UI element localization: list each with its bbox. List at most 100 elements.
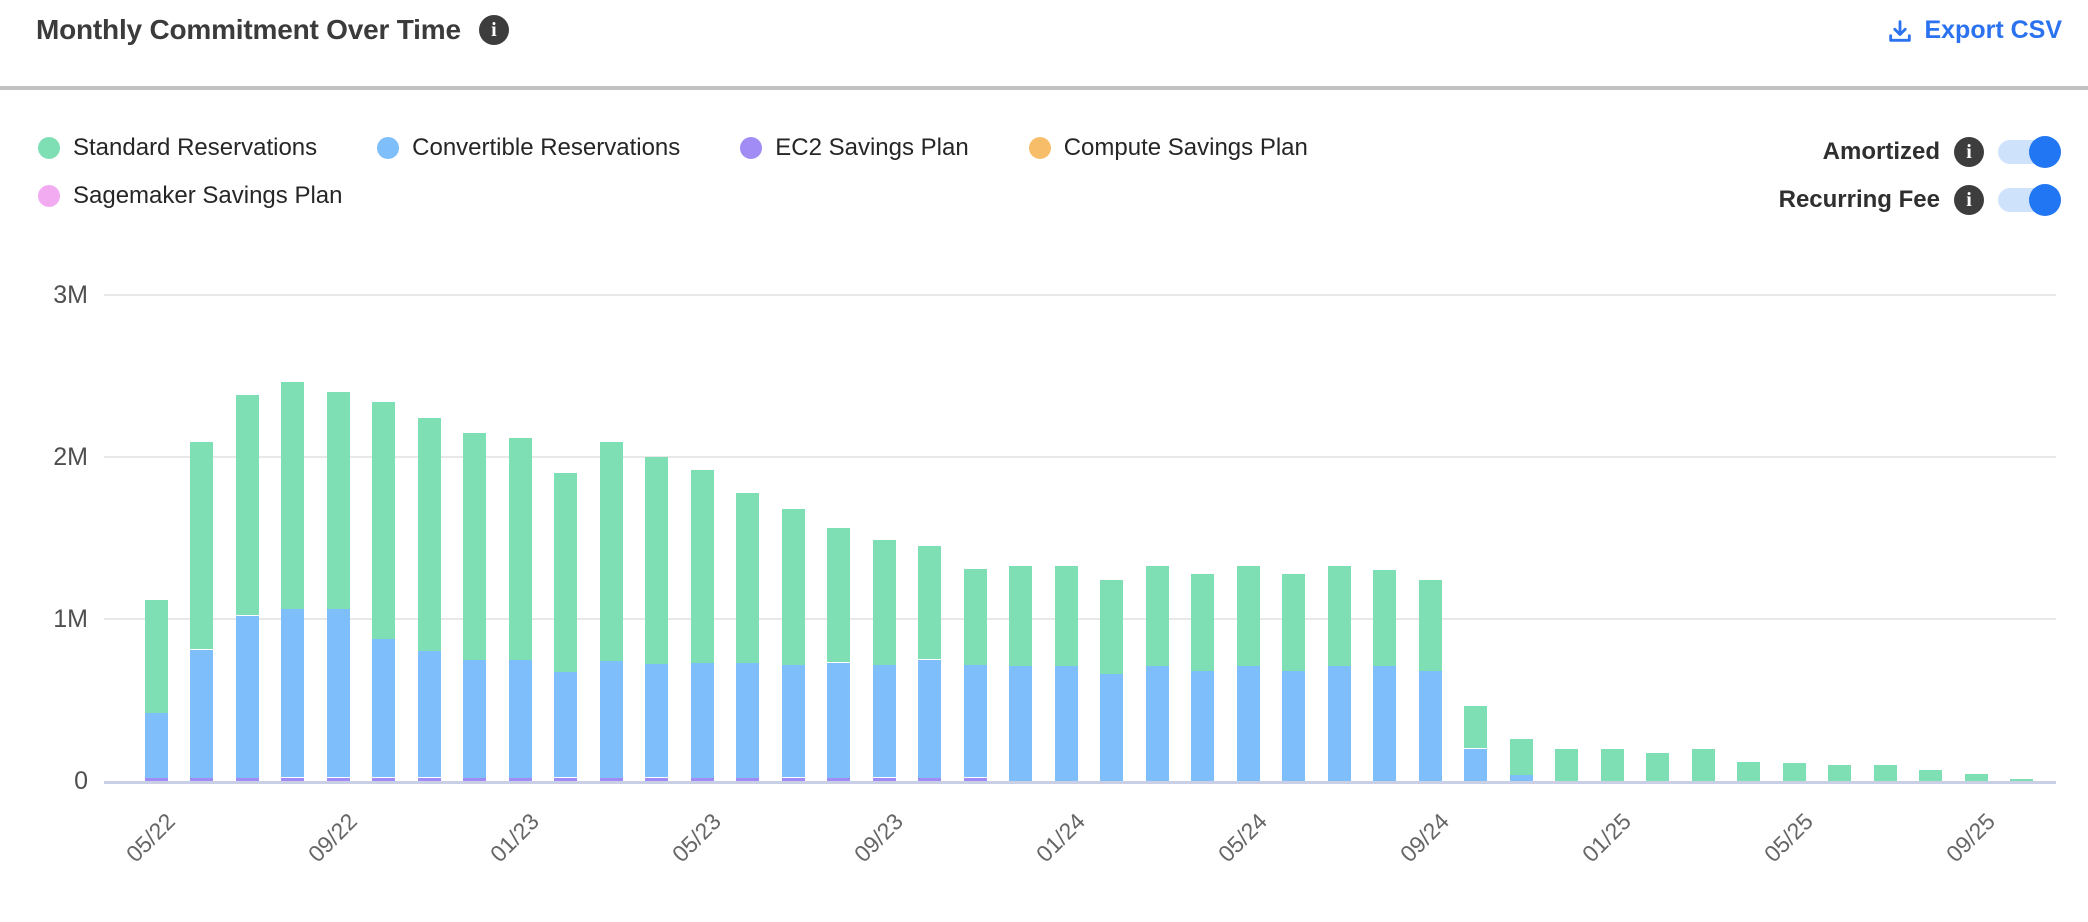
export-csv-button[interactable]: Export CSV [1886, 16, 2062, 45]
bar-segment[interactable] [1464, 706, 1487, 748]
bar-segment[interactable] [236, 616, 259, 778]
bar-segment[interactable] [873, 540, 896, 665]
bar-segment[interactable] [327, 392, 350, 609]
bar-segment[interactable] [873, 778, 896, 781]
legend-item-ec2-savings-plan[interactable]: EC2 Savings Plan [740, 134, 969, 162]
bar-segment[interactable] [1100, 674, 1123, 781]
bar-segment[interactable] [1373, 570, 1396, 666]
bar-segment[interactable] [691, 778, 714, 781]
bar-segment[interactable] [463, 778, 486, 781]
bar-segment[interactable] [1601, 749, 1624, 781]
bar-segment[interactable] [1009, 666, 1032, 781]
bar-segment[interactable] [554, 778, 577, 781]
bar-segment[interactable] [1146, 566, 1169, 666]
bar-segment[interactable] [236, 395, 259, 615]
legend-item-sagemaker-savings-plan[interactable]: Sagemaker Savings Plan [38, 182, 342, 210]
bar-segment[interactable] [782, 664, 805, 777]
recurring-fee-toggle[interactable] [1998, 184, 2061, 216]
bar-segment[interactable] [327, 609, 350, 777]
bar-segment[interactable] [1100, 580, 1123, 674]
bar-segment[interactable] [2010, 779, 2033, 781]
bar-segment[interactable] [554, 473, 577, 672]
bar-segment[interactable] [691, 470, 714, 663]
bar-segment[interactable] [600, 778, 623, 781]
bar-segment[interactable] [1146, 666, 1169, 781]
bar-segment[interactable] [964, 664, 987, 777]
bar-segment[interactable] [372, 638, 395, 777]
bar-segment[interactable] [281, 382, 304, 609]
bar-segment[interactable] [463, 433, 486, 660]
bar-segment[interactable] [372, 402, 395, 639]
bar-segment[interactable] [1510, 739, 1533, 775]
bar-segment[interactable] [918, 778, 941, 781]
bar-segment[interactable] [190, 778, 213, 781]
bar-segment[interactable] [645, 664, 668, 777]
bar-segment[interactable] [145, 600, 168, 713]
bar-segment[interactable] [736, 778, 759, 781]
amortized-toggle[interactable] [1998, 136, 2061, 168]
bar-segment[interactable] [645, 457, 668, 664]
bar-segment[interactable] [1328, 666, 1351, 781]
bar-segment[interactable] [418, 418, 441, 651]
recurring-fee-info-icon[interactable]: i [1954, 185, 1984, 215]
bar-segment[interactable] [145, 713, 168, 778]
bar-segment[interactable] [1191, 671, 1214, 781]
bar-segment[interactable] [645, 778, 668, 781]
bar-segment[interactable] [827, 528, 850, 662]
bar-segment[interactable] [509, 778, 532, 781]
bar-segment[interactable] [1555, 749, 1578, 781]
bar-segment[interactable] [1510, 775, 1533, 781]
title-info-icon[interactable]: i [478, 15, 509, 45]
bar-segment[interactable] [463, 660, 486, 778]
bar-segment[interactable] [1055, 666, 1078, 781]
bar-segment[interactable] [600, 661, 623, 778]
bar-segment[interactable] [190, 442, 213, 649]
bar-segment[interactable] [1237, 666, 1260, 781]
bar-segment[interactable] [1282, 574, 1305, 671]
bar-segment[interactable] [509, 660, 532, 778]
bar-segment[interactable] [190, 650, 213, 778]
bar-segment[interactable] [1328, 566, 1351, 666]
bar-segment[interactable] [509, 438, 532, 660]
bar-segment[interactable] [1783, 763, 1806, 781]
bar-segment[interactable] [236, 778, 259, 781]
bar-segment[interactable] [782, 509, 805, 665]
bar-segment[interactable] [1419, 671, 1442, 781]
bar-segment[interactable] [1055, 566, 1078, 666]
bar-segment[interactable] [1965, 774, 1988, 781]
bar-segment[interactable] [327, 778, 350, 781]
bar-segment[interactable] [1692, 749, 1715, 781]
bar-segment[interactable] [554, 672, 577, 777]
bar-segment[interactable] [372, 778, 395, 781]
legend-item-convertible-reservations[interactable]: Convertible Reservations [377, 134, 680, 162]
amortized-info-icon[interactable]: i [1954, 137, 1984, 167]
bar-segment[interactable] [1419, 580, 1442, 671]
bar-segment[interactable] [1874, 765, 1897, 781]
bar-segment[interactable] [918, 660, 941, 778]
bar-segment[interactable] [1282, 671, 1305, 781]
bar-segment[interactable] [736, 493, 759, 663]
bar-segment[interactable] [827, 663, 850, 778]
bar-segment[interactable] [964, 569, 987, 665]
bar-segment[interactable] [600, 442, 623, 661]
bar-segment[interactable] [281, 609, 304, 777]
bar-segment[interactable] [1373, 666, 1396, 781]
bar-segment[interactable] [1191, 574, 1214, 671]
bar-segment[interactable] [736, 663, 759, 778]
bar-segment[interactable] [418, 651, 441, 777]
bar-segment[interactable] [1919, 770, 1942, 781]
bar-segment[interactable] [1737, 762, 1760, 781]
legend-item-standard-reservations[interactable]: Standard Reservations [38, 134, 317, 162]
legend-item-compute-savings-plan[interactable]: Compute Savings Plan [1028, 134, 1308, 162]
bar-segment[interactable] [964, 778, 987, 781]
bar-segment[interactable] [418, 778, 441, 781]
bar-segment[interactable] [1828, 765, 1851, 781]
bar-segment[interactable] [691, 663, 714, 778]
bar-segment[interactable] [827, 778, 850, 781]
bar-segment[interactable] [281, 778, 304, 781]
bar-segment[interactable] [873, 664, 896, 777]
bar-segment[interactable] [1646, 753, 1669, 781]
bar-segment[interactable] [918, 546, 941, 659]
bar-segment[interactable] [1009, 566, 1032, 666]
bar-segment[interactable] [1237, 566, 1260, 666]
